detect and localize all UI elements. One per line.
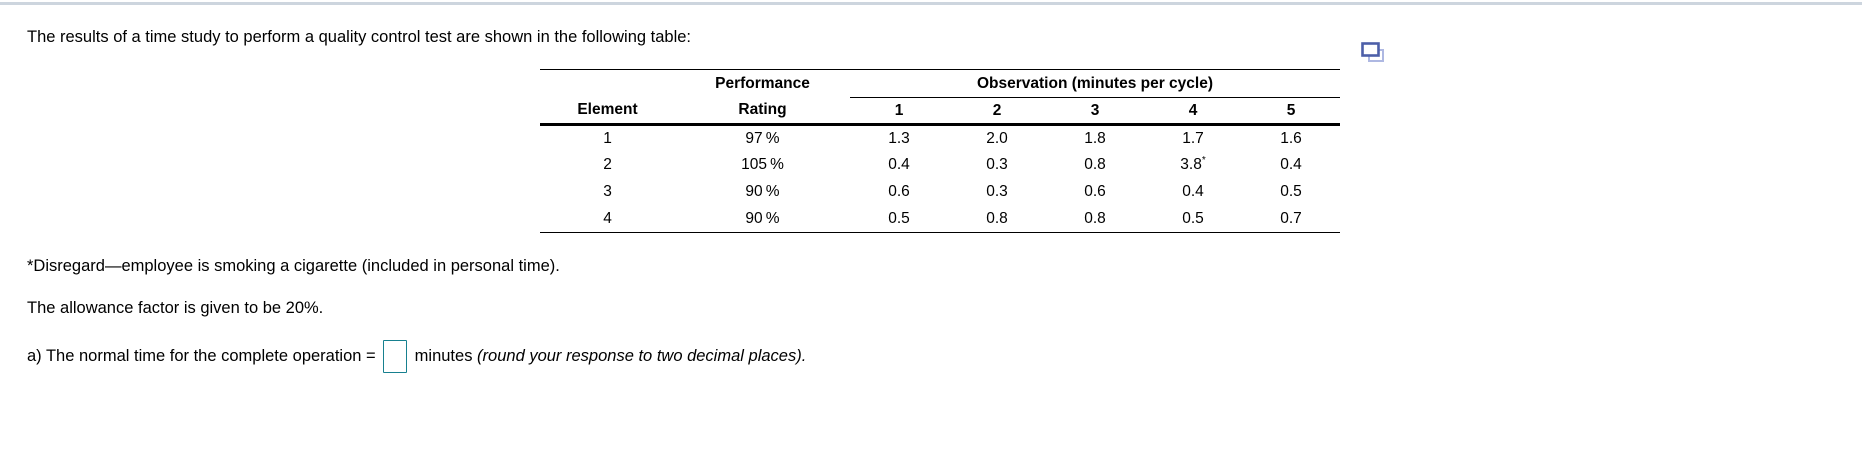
rating-cell: 90 % (745, 183, 780, 200)
observation-col-header-1: 1 (850, 97, 948, 126)
normal-time-answer-input[interactable] (382, 340, 407, 373)
element-header-spacer (540, 70, 675, 98)
element-cell: 4 (603, 209, 612, 227)
observation-cell: 1.7 (1182, 129, 1204, 147)
footnote-marker: * (1201, 154, 1206, 166)
observation-cell: 0.4 (888, 156, 910, 173)
observation-cell: 1.6 (1280, 129, 1302, 147)
observation-cell: 1.3 (888, 129, 910, 147)
observation-cell: 1.8 (1084, 129, 1106, 147)
element-cell: 2 (603, 156, 612, 173)
observation-cell: 0.8 (1084, 209, 1106, 227)
allowance-factor-text: The allowance factor is given to be 20%. (27, 299, 324, 317)
performance-header-top: Performance (715, 74, 810, 92)
observation-cell: 2.0 (986, 129, 1008, 147)
table-header-row: Element Rating 1 2 3 4 5 (540, 97, 1341, 126)
table-row: 4 90 % 0.5 0.8 0.8 0.5 0.7 (540, 206, 1340, 233)
table-row: 1 97 % 1.3 2.0 1.8 1.7 1.6 (540, 125, 1340, 152)
observation-cell: 0.4 (1280, 156, 1302, 173)
question-a-row: a) The normal time for the complete oper… (27, 340, 806, 373)
question-a-prompt: a) The normal time for the complete oper… (27, 347, 376, 365)
rating-cell: 97 % (745, 129, 780, 147)
observation-group-header: Observation (minutes per cycle) (850, 69, 1341, 98)
element-cell: 3 (603, 183, 612, 200)
observation-cell: 0.7 (1280, 209, 1302, 227)
rating-header: Rating (675, 97, 850, 126)
table-row: 3 90 % 0.6 0.3 0.6 0.4 0.5 (540, 179, 1340, 206)
observation-cell: 3.8* (1180, 154, 1206, 173)
enlarge-table-icon[interactable] (1360, 40, 1386, 66)
time-study-table-container: Performance Observation (minutes per cyc… (540, 69, 1341, 233)
observation-cell: 0.5 (888, 209, 910, 227)
table-group-header-row: Performance Observation (minutes per cyc… (540, 69, 1341, 98)
observation-cell: 0.3 (986, 156, 1008, 173)
element-cell: 1 (603, 129, 612, 147)
element-header: Element (540, 97, 675, 126)
question-a-units: minutes (414, 347, 473, 365)
page-top-divider (0, 2, 1862, 5)
disregard-footnote: *Disregard—employee is smoking a cigaret… (27, 257, 560, 275)
observation-col-header-5: 5 (1242, 97, 1341, 126)
table-row: 2 105 % 0.4 0.3 0.8 3.8* 0.4 (540, 152, 1340, 179)
observation-cell: 0.8 (1084, 156, 1106, 173)
time-study-table: Performance Observation (minutes per cyc… (540, 69, 1341, 233)
rating-cell: 105 % (741, 156, 784, 173)
enlarge-table-icon-glyph (1361, 42, 1384, 62)
problem-intro-text: The results of a time study to perform a… (27, 28, 691, 46)
observation-table-body: 1 97 % 1.3 2.0 1.8 1.7 1.6 2 105 % 0.4 0.3 0.8 3.8* 0… (540, 125, 1340, 233)
observation-cell: 0.4 (1182, 183, 1204, 200)
observation-cell: 0.3 (986, 183, 1008, 200)
observation-cell: 0.8 (986, 209, 1008, 227)
observation-cell: 0.6 (1084, 183, 1106, 200)
observation-cell: 0.6 (888, 183, 910, 200)
rating-cell: 90 % (745, 209, 780, 227)
observation-cell: 0.5 (1280, 183, 1302, 200)
observation-col-header-4: 4 (1144, 97, 1242, 126)
observation-col-header-3: 3 (1046, 97, 1144, 126)
observation-col-header-2: 2 (948, 97, 1046, 126)
observation-cell: 0.5 (1182, 209, 1204, 227)
question-a-rounding-note: (round your response to two decimal plac… (477, 347, 807, 365)
